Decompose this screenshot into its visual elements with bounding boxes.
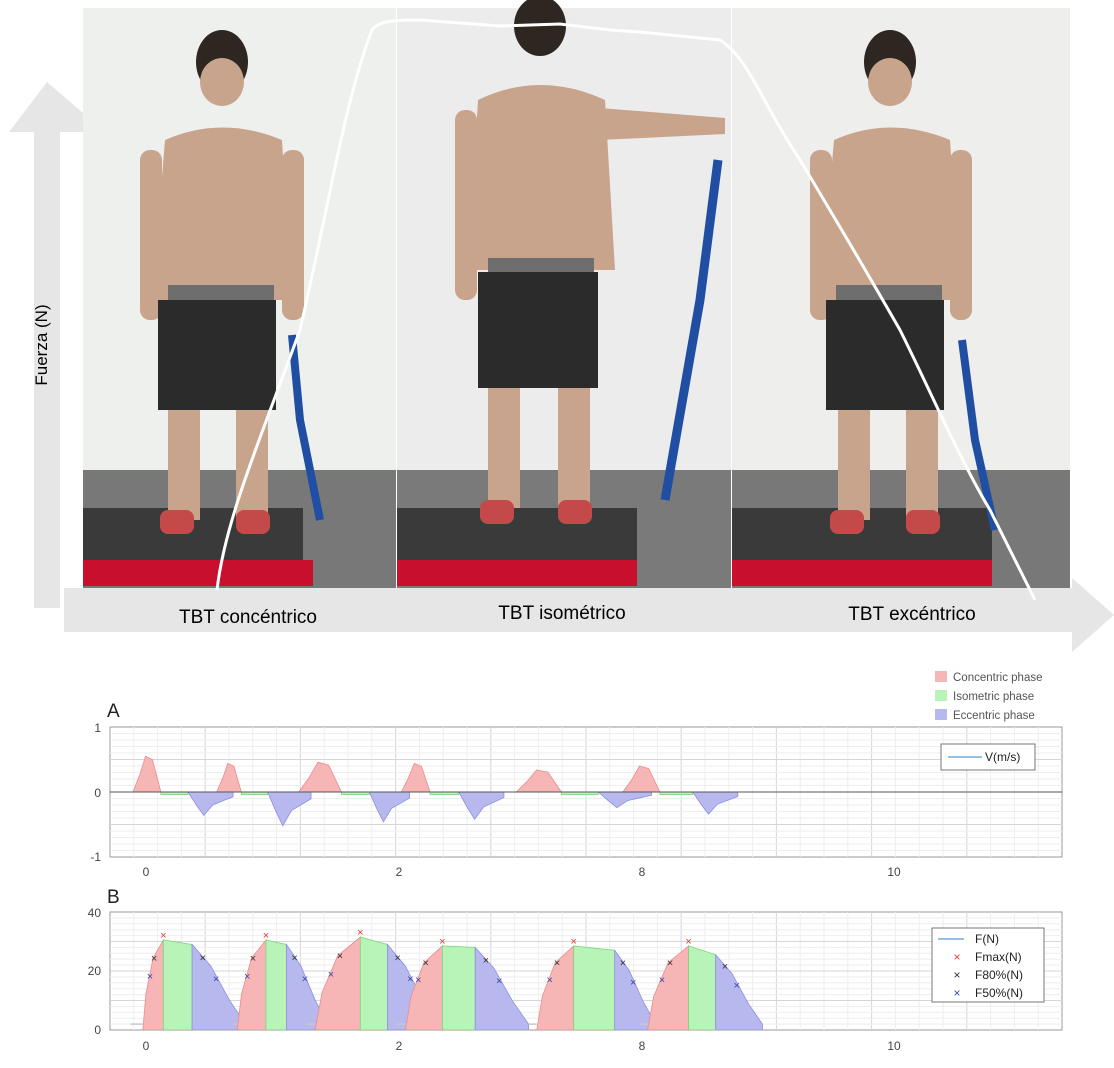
concentric-area-rep-1: [142, 938, 164, 1030]
f80-marker-ecc-rep-2: ×: [291, 952, 297, 964]
chart-b-ytick-40: 40: [88, 906, 102, 920]
isometric-area-rep-5: [573, 945, 616, 1030]
fmax-marker-rep-6: ×: [685, 936, 691, 948]
photo-panel: Fuerza (N) TBT concéntrico TBT isométric…: [9, 0, 1114, 652]
f80-marker-rep-6: ×: [667, 958, 673, 970]
f50-marker-ecc-rep-1: ×: [213, 974, 219, 986]
chart-b-xtick-10: 10: [887, 1039, 901, 1053]
legend-swatch-eccentric: [935, 709, 947, 720]
isometric-area-rep-3: [359, 936, 388, 1030]
concentric-area-rep-6: [647, 945, 689, 1030]
fmax-marker-rep-3: ×: [357, 927, 363, 939]
f80-marker-ecc-rep-5: ×: [620, 957, 626, 969]
f50-marker-rep-5: ×: [546, 975, 552, 987]
phase-label-isometric: TBT isométrico: [498, 603, 625, 624]
x-axis-arrow: [64, 578, 1114, 652]
isometric-area-rep-1: [162, 939, 193, 1030]
panel-label-b: B: [107, 887, 120, 908]
eccentric-area-rep-1: [191, 943, 246, 1030]
f50-marker-rep-4: ×: [415, 975, 421, 987]
chart-b-legend-f50: F50%(N): [975, 986, 1023, 1000]
chart-b-ytick-20: 20: [88, 964, 102, 978]
legend-swatch-isometric: [935, 690, 947, 701]
chart-b-legend-f80: F80%(N): [975, 968, 1023, 982]
concentric-area-rep-3: [314, 936, 361, 1030]
f50-marker-rep-1: ×: [147, 971, 153, 983]
f50-marker-rep-6: ×: [659, 975, 665, 987]
f50-marker-icon: ×: [953, 986, 960, 1000]
f80-marker-icon: ×: [953, 968, 960, 982]
chart-a-xtick-10: 10: [887, 865, 901, 879]
fmax-marker-icon: ×: [953, 950, 960, 964]
eccentric-area-rep-2: [286, 943, 328, 1030]
chart-a-xtick-8: 8: [639, 865, 646, 879]
f80-marker-ecc-rep-3: ×: [394, 952, 400, 964]
force-curve-overlay: [215, 18, 1037, 601]
phase-label-concentric: TBT concéntrico: [179, 607, 317, 628]
chart-a-xtick-0: 0: [143, 865, 150, 879]
legend-swatch-concentric: [935, 671, 947, 682]
f80-marker-rep-3: ×: [337, 951, 343, 963]
eccentric-area-rep-4: [474, 946, 529, 1030]
chart-b-legend: F(N) × Fmax(N) × F80%(N) × F50%(N): [931, 927, 1045, 1003]
chart-b-legend-f: F(N): [975, 932, 999, 946]
f50-marker-rep-2: ×: [244, 971, 250, 983]
person-silhouette: [140, 30, 304, 534]
chart-b-legend-fmax: Fmax(N): [975, 950, 1022, 964]
concentric-area-rep-4: [405, 945, 443, 1030]
fmax-marker-rep-4: ×: [439, 936, 445, 948]
y-axis-arrow: [9, 82, 105, 608]
chart-b-ytick-0: 0: [94, 1023, 101, 1037]
chart-a-legend: V(m/s): [940, 743, 1036, 771]
fmax-marker-rep-2: ×: [263, 930, 269, 942]
phase-legend: Concentric phase Isometric phase Eccentr…: [935, 671, 1043, 722]
f50-marker-rep-3: ×: [328, 969, 334, 981]
fmax-marker-rep-1: ×: [160, 930, 166, 942]
chart-a-ytick-1: 1: [94, 721, 101, 735]
f80-marker-ecc-rep-4: ×: [483, 955, 489, 967]
legend-label-concentric: Concentric phase: [953, 672, 1043, 684]
photo-isometric: [397, 0, 731, 588]
chart-a-ytick-minus1: -1: [90, 850, 101, 864]
chart-a-ytick-0: 0: [94, 786, 101, 800]
f50-marker-ecc-rep-5: ×: [630, 977, 636, 989]
chart-b-areas: ××××××××××××××××××××××××××××××: [130, 927, 763, 1030]
legend-label-eccentric: Eccentric phase: [953, 710, 1035, 722]
f50-marker-ecc-rep-3: ×: [407, 974, 413, 986]
isometric-area-rep-2: [265, 939, 287, 1030]
concentric-area-rep-5: [536, 945, 575, 1030]
photo-eccentric: [732, 8, 1070, 588]
isometric-area-rep-6: [688, 945, 717, 1030]
chart-b-xtick-2: 2: [396, 1039, 403, 1053]
eccentric-area-rep-5: [614, 949, 657, 1030]
chart-a: A 1 0 -1 0 2 8 10 V(m/s): [90, 701, 1063, 879]
f50-marker-ecc-rep-2: ×: [302, 974, 308, 986]
chart-b-xtick-8: 8: [639, 1039, 646, 1053]
f80-marker-ecc-rep-6: ×: [722, 961, 728, 973]
chart-a-xtick-2: 2: [396, 865, 403, 879]
f80-marker-rep-5: ×: [554, 958, 560, 970]
f80-marker-rep-1: ×: [151, 953, 157, 965]
chart-b: B ×××××××××××××××××××××××××××××× 40 20 0…: [88, 887, 1063, 1053]
chart-b-xtick-0: 0: [143, 1039, 150, 1053]
photo-concentric: [83, 8, 396, 588]
f50-marker-ecc-rep-4: ×: [496, 975, 502, 987]
legend-label-isometric: Isometric phase: [953, 691, 1034, 703]
y-axis-label: Fuerza (N): [32, 304, 51, 385]
eccentric-area-rep-6: [715, 953, 763, 1030]
f50-marker-ecc-rep-6: ×: [734, 980, 740, 992]
chart-a-legend-v: V(m/s): [985, 750, 1020, 764]
concentric-area-rep-2: [236, 938, 267, 1030]
f80-marker-rep-4: ×: [423, 958, 429, 970]
fmax-marker-rep-5: ×: [570, 936, 576, 948]
isometric-area-rep-4: [441, 945, 476, 1030]
f80-marker-rep-2: ×: [250, 953, 256, 965]
panel-label-a: A: [107, 701, 120, 722]
phase-label-eccentric: TBT excéntrico: [848, 604, 975, 625]
f80-marker-ecc-rep-1: ×: [200, 952, 206, 964]
